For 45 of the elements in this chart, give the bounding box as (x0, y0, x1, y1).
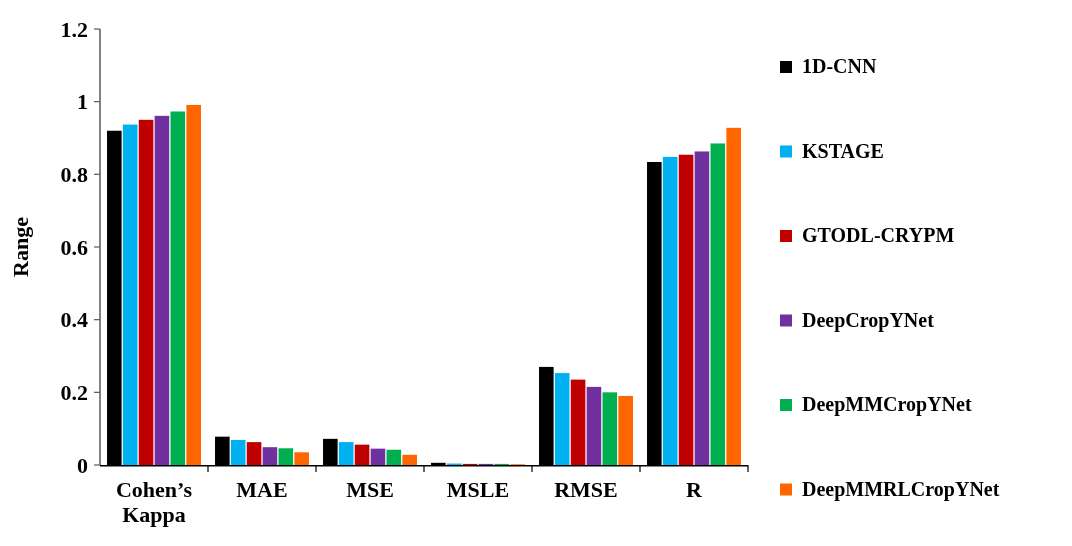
bar (294, 452, 309, 465)
bar (570, 379, 586, 465)
legend-label: GTODL-CRYPM (802, 224, 955, 246)
bar (338, 442, 354, 465)
y-tick-label: 0.8 (60, 162, 88, 188)
bar (186, 104, 201, 465)
bar (678, 154, 694, 465)
y-tick-label: 1.2 (60, 16, 88, 42)
x-tick-label: RMSE (554, 477, 618, 502)
bar (586, 386, 602, 465)
y-tick-label: 0 (77, 452, 88, 478)
bar (726, 127, 741, 465)
legend-label: 1D-CNN (802, 55, 877, 77)
bar (278, 448, 294, 465)
bar (602, 392, 618, 465)
y-tick-label: 0.2 (60, 380, 88, 406)
bar (246, 442, 262, 465)
x-tick-label: R (686, 477, 704, 502)
x-tick-label: MAE (236, 477, 288, 502)
bar (618, 395, 633, 465)
legend-label: DeepCropYNet (802, 308, 935, 332)
bar (122, 124, 138, 465)
bar (710, 143, 726, 465)
bar (386, 449, 402, 465)
bar (354, 444, 370, 465)
y-axis-title: Range (8, 216, 33, 277)
y-tick-label: 1 (77, 89, 88, 115)
bar (370, 448, 386, 465)
bar (262, 447, 278, 465)
x-tick-label: MSLE (446, 477, 510, 502)
bar (138, 119, 154, 465)
x-tick-label: Cohen’s Kappa (115, 477, 193, 527)
legend-label: KSTAGE (802, 139, 884, 162)
y-tick-label: 0.4 (60, 307, 88, 333)
bar (694, 151, 710, 465)
legend-label: DeepMMCropYNet (802, 393, 972, 416)
bar (230, 439, 246, 465)
x-tick-label: MSE (346, 477, 394, 502)
legend-label: DeepMMRLCropYNet (802, 477, 1000, 501)
bar (554, 373, 570, 465)
bar (170, 111, 186, 465)
bar (154, 115, 170, 465)
bar (402, 454, 417, 465)
y-tick-label: 0.6 (60, 234, 88, 260)
bar (662, 156, 678, 465)
